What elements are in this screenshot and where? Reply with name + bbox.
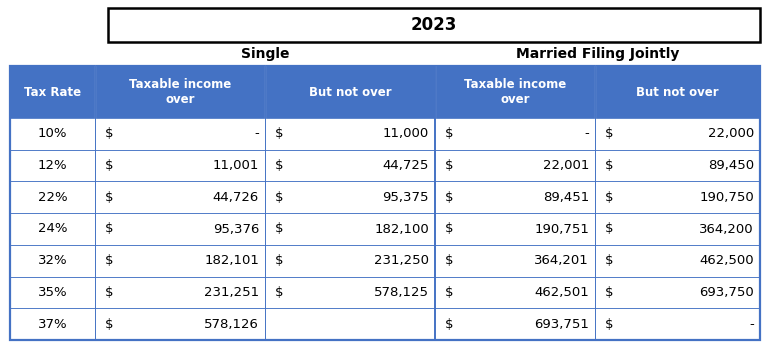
- Text: 578,125: 578,125: [374, 286, 429, 299]
- Text: 24%: 24%: [38, 222, 67, 235]
- Text: $: $: [605, 159, 614, 172]
- Text: 35%: 35%: [38, 286, 67, 299]
- Text: $: $: [275, 191, 284, 204]
- Text: 364,200: 364,200: [699, 222, 754, 235]
- Text: $: $: [605, 127, 614, 140]
- Bar: [10, 277, 760, 308]
- Text: $: $: [105, 191, 113, 204]
- Text: 22,000: 22,000: [708, 127, 754, 140]
- Text: But not over: But not over: [636, 86, 719, 99]
- Text: 22,001: 22,001: [543, 159, 589, 172]
- Bar: [10, 245, 760, 277]
- Text: 12%: 12%: [38, 159, 67, 172]
- Bar: [10, 118, 760, 150]
- Text: -: -: [584, 127, 589, 140]
- Text: $: $: [105, 222, 113, 235]
- Bar: [10, 213, 760, 245]
- Text: $: $: [445, 191, 453, 204]
- Bar: [10, 66, 760, 340]
- Text: $: $: [605, 222, 614, 235]
- Text: 11,001: 11,001: [213, 159, 259, 172]
- Text: $: $: [275, 159, 284, 172]
- Text: -: -: [749, 318, 754, 331]
- Text: $: $: [445, 159, 453, 172]
- Text: 89,450: 89,450: [708, 159, 754, 172]
- Text: 37%: 37%: [38, 318, 67, 331]
- Bar: [108, 8, 760, 42]
- Text: 364,201: 364,201: [534, 254, 589, 267]
- Text: 693,751: 693,751: [534, 318, 589, 331]
- Text: 231,251: 231,251: [204, 286, 259, 299]
- Text: $: $: [105, 286, 113, 299]
- Text: 578,126: 578,126: [204, 318, 259, 331]
- Text: 182,100: 182,100: [374, 222, 429, 235]
- Text: 10%: 10%: [38, 127, 67, 140]
- Text: 190,750: 190,750: [699, 191, 754, 204]
- Text: $: $: [445, 254, 453, 267]
- Text: 95,375: 95,375: [382, 191, 429, 204]
- Text: Taxable income
over: Taxable income over: [464, 78, 566, 106]
- Bar: [10, 181, 760, 213]
- Text: $: $: [445, 127, 453, 140]
- Text: 190,751: 190,751: [534, 222, 589, 235]
- Text: 22%: 22%: [38, 191, 67, 204]
- Text: $: $: [275, 222, 284, 235]
- Text: $: $: [105, 159, 113, 172]
- Text: $: $: [275, 286, 284, 299]
- Text: Taxable income
over: Taxable income over: [129, 78, 231, 106]
- Text: $: $: [445, 318, 453, 331]
- Text: 693,750: 693,750: [699, 286, 754, 299]
- Text: $: $: [445, 222, 453, 235]
- Text: $: $: [275, 254, 284, 267]
- Text: -: -: [254, 127, 259, 140]
- Text: $: $: [605, 286, 614, 299]
- Text: $: $: [605, 254, 614, 267]
- Text: Married Filing Jointly: Married Filing Jointly: [516, 47, 679, 61]
- Bar: [10, 66, 760, 118]
- Text: 462,501: 462,501: [534, 286, 589, 299]
- Text: 11,000: 11,000: [382, 127, 429, 140]
- Text: Tax Rate: Tax Rate: [24, 86, 81, 99]
- Text: $: $: [605, 191, 614, 204]
- Text: 2023: 2023: [411, 16, 457, 34]
- Text: $: $: [105, 254, 113, 267]
- Text: 32%: 32%: [38, 254, 67, 267]
- Text: 231,250: 231,250: [374, 254, 429, 267]
- Text: $: $: [445, 286, 453, 299]
- Bar: [10, 150, 760, 181]
- Bar: [10, 308, 760, 340]
- Text: 182,101: 182,101: [204, 254, 259, 267]
- Text: 89,451: 89,451: [543, 191, 589, 204]
- Text: But not over: But not over: [308, 86, 392, 99]
- Text: $: $: [105, 127, 113, 140]
- Text: $: $: [105, 318, 113, 331]
- Text: Single: Single: [241, 47, 289, 61]
- Text: 44,726: 44,726: [213, 191, 259, 204]
- Text: 95,376: 95,376: [213, 222, 259, 235]
- Text: 44,725: 44,725: [382, 159, 429, 172]
- Text: 462,500: 462,500: [699, 254, 754, 267]
- Text: $: $: [605, 318, 614, 331]
- Text: $: $: [275, 127, 284, 140]
